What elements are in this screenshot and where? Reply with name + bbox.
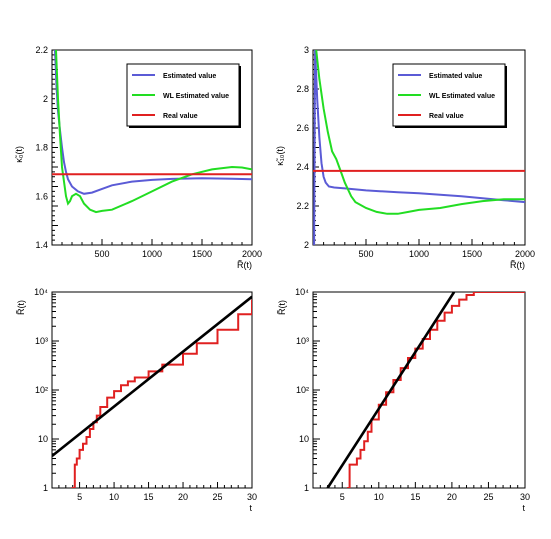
plot-frame <box>312 291 526 489</box>
series-line-2 <box>52 295 252 458</box>
legend-label: WL Estimated value <box>163 93 229 100</box>
chart-2: 500 1000 1500 2000 2 2.2 2.4 2.6 2.8 3 R̃(t) κ̃₁₀(t… <box>275 45 535 270</box>
series-line-1 <box>313 50 525 245</box>
x-tick-label: 10 <box>374 492 384 502</box>
series-line-1 <box>71 299 252 488</box>
series-group <box>313 50 525 245</box>
x-axis-label: t <box>522 503 525 513</box>
legend-label: Real value <box>163 113 198 120</box>
y-tick-label: 3 <box>304 45 309 55</box>
x-tick-label: 500 <box>94 249 109 259</box>
y-tick-label: 10 <box>38 434 48 444</box>
legend: Estimated value WL Estimated value Real va… <box>126 63 241 128</box>
legend-label: WL Estimated value <box>429 93 495 100</box>
y-tick-label: 2.2 <box>296 201 309 211</box>
x-tick-label: 25 <box>213 492 223 502</box>
x-tick-label: 2000 <box>515 249 535 259</box>
y-tick-label: 1.8 <box>35 143 48 153</box>
legend-label: Estimated value <box>429 73 482 80</box>
chart-4: 5 10 15 20 25 30 1 10 10² 10³ 10⁴ t R̃(t) <box>277 287 531 513</box>
y-tick-label: 2.6 <box>296 123 309 133</box>
series-group <box>52 50 252 214</box>
x-tick-label: 500 <box>358 249 373 259</box>
legend-label: Estimated value <box>163 73 216 80</box>
y-tick-label: 10⁴ <box>34 287 48 297</box>
x-tick-label: 1500 <box>462 249 482 259</box>
y-tick-label: 1 <box>43 483 48 493</box>
x-tick-label: 20 <box>447 492 457 502</box>
y-tick-label: 1.6 <box>35 191 48 201</box>
y-axis-label: κ̃₀(t) <box>14 146 24 163</box>
x-tick-label: 20 <box>178 492 188 502</box>
x-tick-label: 1500 <box>192 249 212 259</box>
y-tick-label: 2 <box>304 240 309 250</box>
y-axis-label: κ̃₁₀(t) <box>275 146 285 166</box>
y-tick-label: 2 <box>43 94 48 104</box>
x-tick-label: 1000 <box>409 249 429 259</box>
y-tick-label: 10² <box>35 385 48 395</box>
x-axis-label: R̃(t) <box>237 260 252 270</box>
x-axis-label: R̃(t) <box>510 260 525 270</box>
x-tick-label: 1000 <box>142 249 162 259</box>
y-tick-label: 10⁴ <box>295 287 309 297</box>
series-group <box>326 292 525 488</box>
series-group <box>52 295 252 488</box>
series-line-2 <box>315 50 525 215</box>
y-axis-label: R̃(t) <box>16 300 26 315</box>
legend: Estimated value WL Estimated value Real va… <box>392 63 507 128</box>
x-tick-label: 15 <box>144 492 154 502</box>
x-tick-label: 10 <box>109 492 119 502</box>
y-tick-label: 1 <box>304 483 309 493</box>
y-tick-label: 10³ <box>296 336 309 346</box>
y-tick-label: 10² <box>296 385 309 395</box>
legend-label: Real value <box>429 113 464 120</box>
series-line-1 <box>347 292 525 488</box>
x-axis-label: t <box>249 503 252 513</box>
x-tick-label: 2000 <box>242 249 262 259</box>
y-axis-label: R̃(t) <box>277 300 287 315</box>
x-tick-label: 5 <box>77 492 82 502</box>
series-line-2 <box>326 292 456 488</box>
x-tick-label: 15 <box>410 492 420 502</box>
y-tick-label: 2.4 <box>296 162 309 172</box>
chart-1: 500 1000 1500 2000 1.4 1.6 1.8 2 2.2 R̃(t) κ̃₀(t) E… <box>14 45 262 270</box>
x-tick-label: 30 <box>520 492 530 502</box>
chart-3: 5 10 15 20 25 30 1 10 10² 10³ 10⁴ t R̃(t) <box>16 287 258 513</box>
x-tick-label: 25 <box>483 492 493 502</box>
y-tick-label: 10 <box>299 434 309 444</box>
y-tick-label: 1.4 <box>35 240 48 250</box>
x-tick-label: 30 <box>247 492 257 502</box>
y-tick-label: 2.2 <box>35 45 48 55</box>
x-tick-label: 5 <box>340 492 345 502</box>
y-tick-label: 10³ <box>35 336 48 346</box>
y-tick-label: 2.8 <box>296 84 309 94</box>
